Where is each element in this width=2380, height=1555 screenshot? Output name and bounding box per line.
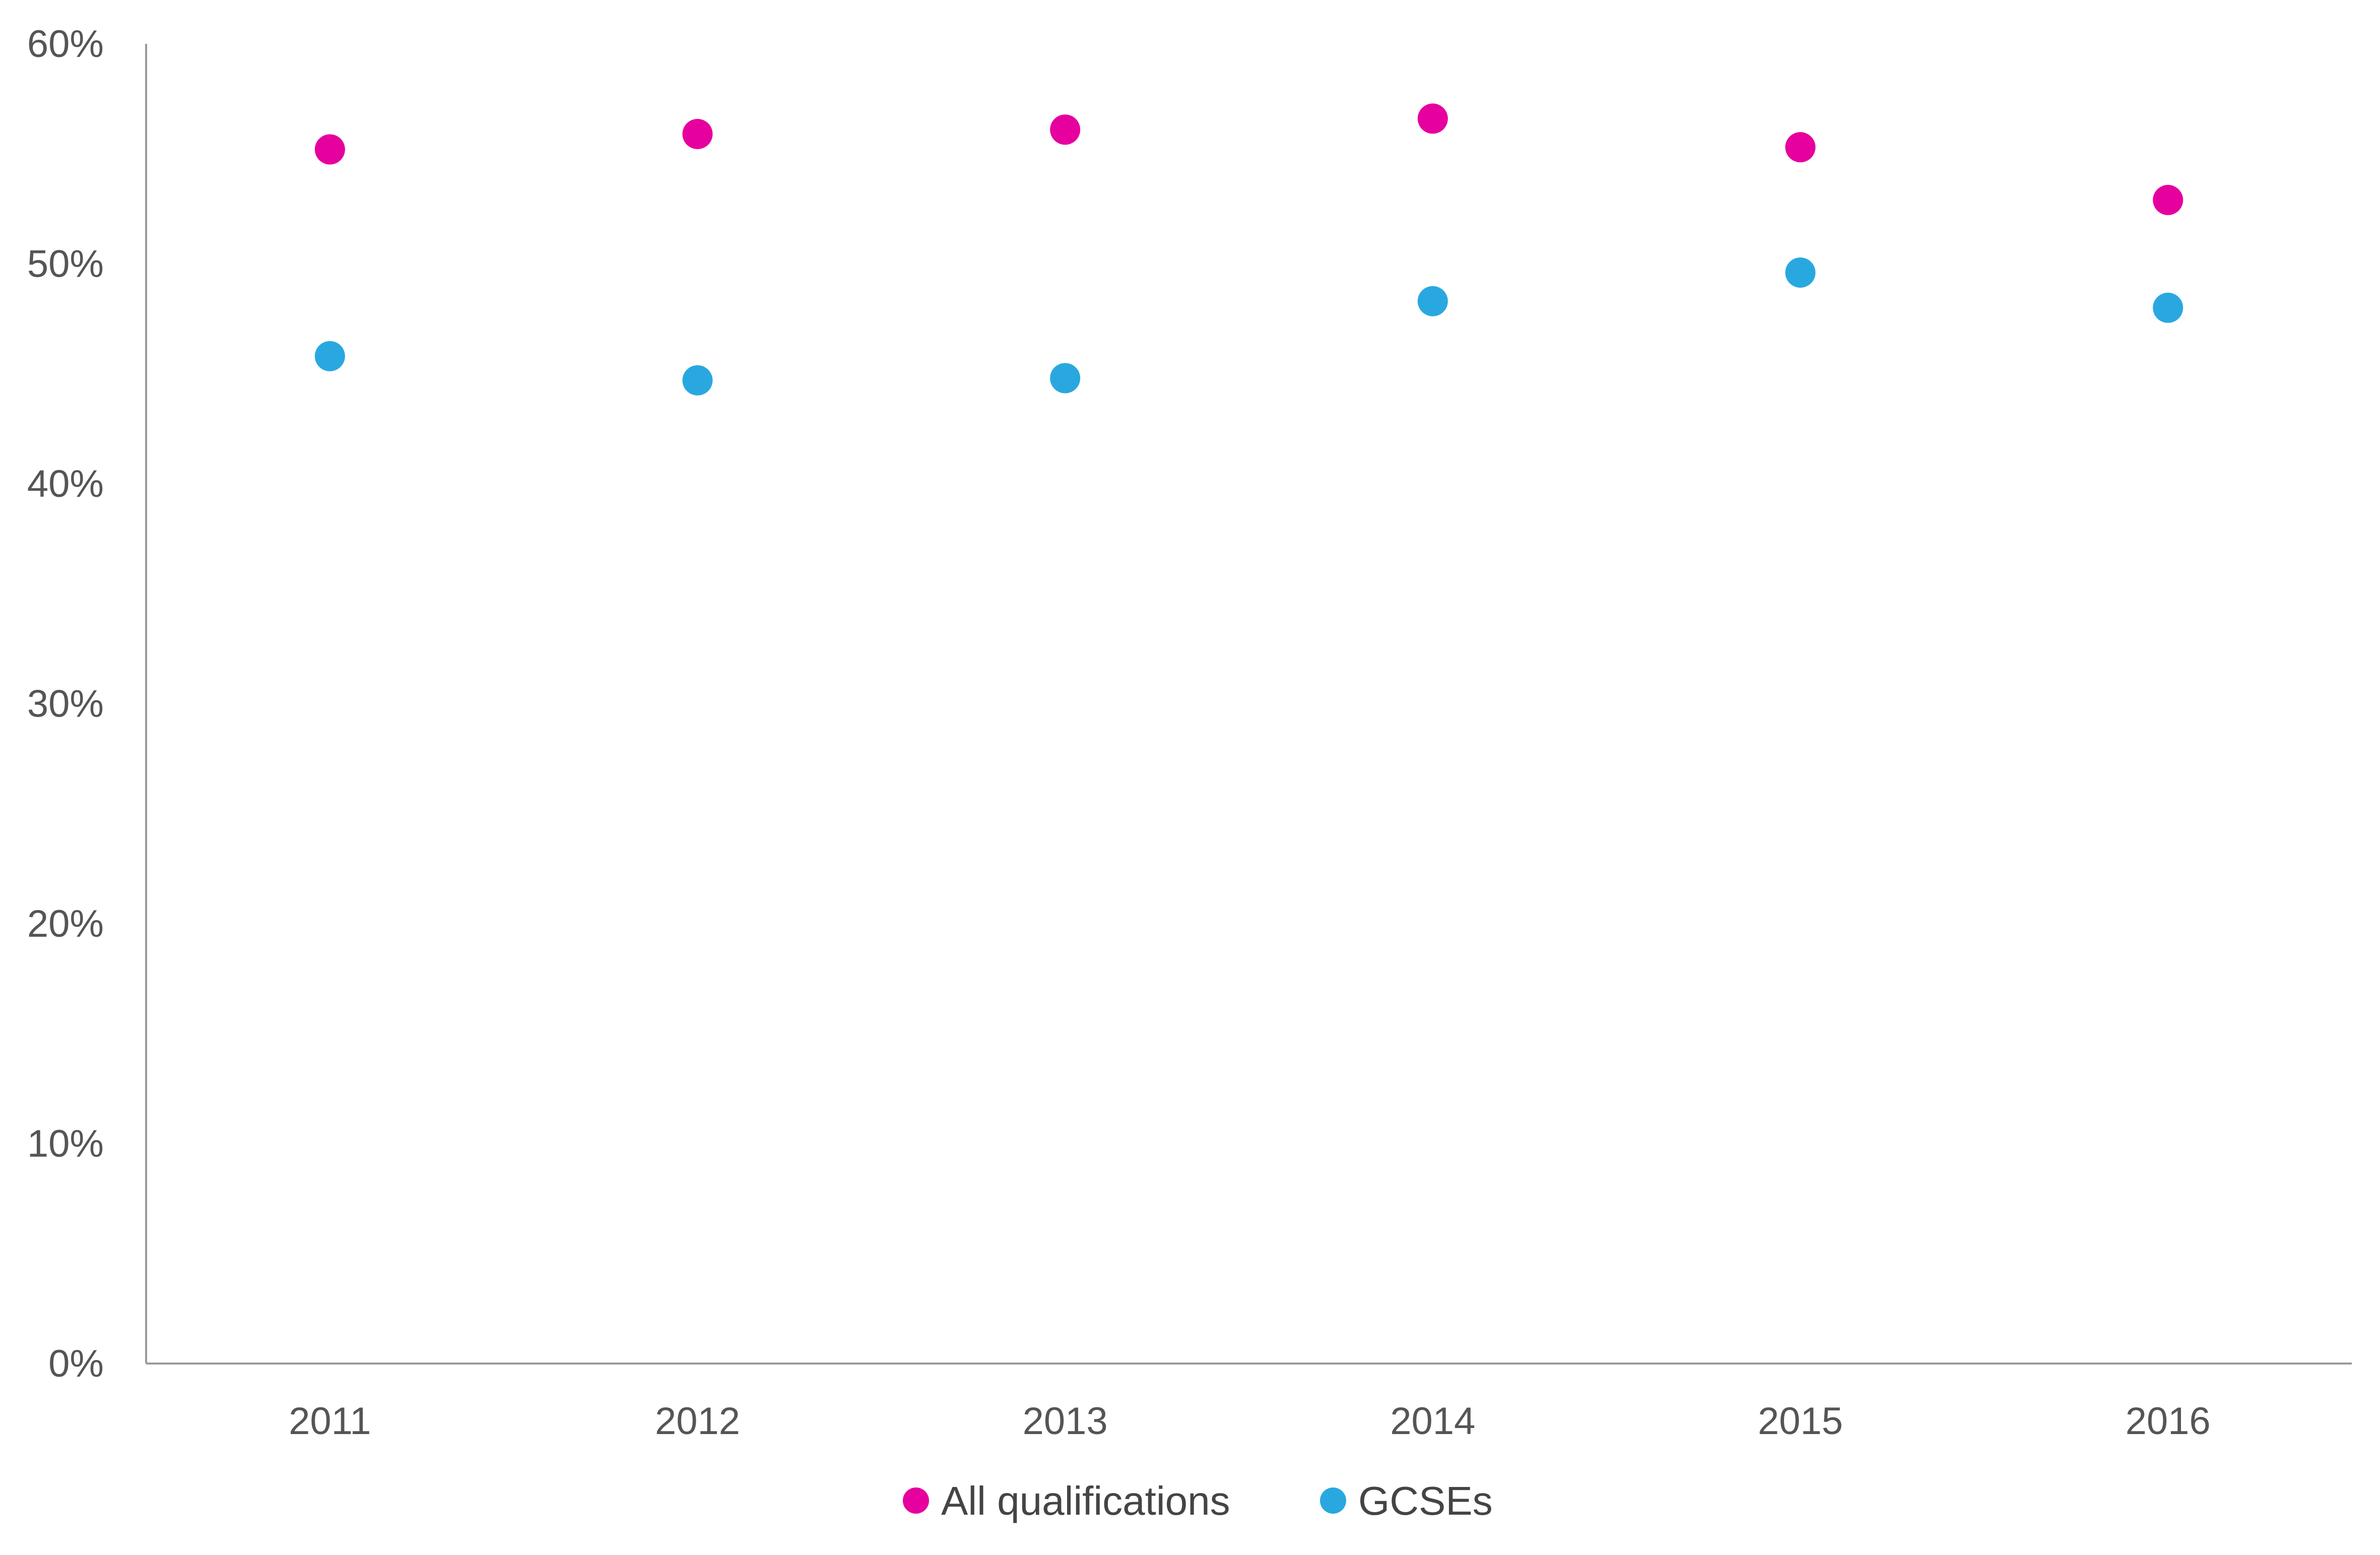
legend-marker <box>903 1487 929 1514</box>
x-tick-label: 2012 <box>655 1400 740 1443</box>
y-axis-ticks: 0% 10% 20% 30% 40% 50% 60% <box>27 23 104 1385</box>
data-point-gcses <box>1417 286 1448 316</box>
data-point-all-qualifications <box>1050 114 1081 145</box>
legend-label: GCSEs <box>1358 1478 1493 1523</box>
data-point-gcses <box>314 341 345 371</box>
x-tick-label: 2011 <box>289 1400 371 1443</box>
x-tick-label: 2015 <box>1758 1400 1843 1443</box>
data-point-all-qualifications <box>682 118 713 149</box>
data-point-all-qualifications <box>314 134 345 165</box>
data-point-all-qualifications <box>2153 184 2184 215</box>
y-tick-label: 50% <box>27 243 104 286</box>
y-tick-label: 0% <box>48 1342 104 1385</box>
y-tick-label: 30% <box>27 683 104 726</box>
legend: All qualifications GCSEs <box>903 1478 1493 1523</box>
data-point-gcses <box>682 365 713 396</box>
legend-marker <box>1320 1487 1346 1514</box>
y-tick-label: 60% <box>27 23 104 66</box>
y-tick-label: 40% <box>27 463 104 505</box>
legend-label: All qualifications <box>941 1478 1230 1523</box>
x-tick-label: 2013 <box>1023 1400 1108 1443</box>
data-point-all-qualifications <box>1417 103 1448 134</box>
x-tick-label: 2016 <box>2126 1400 2211 1443</box>
x-axis-ticks: 2011 2012 2013 2014 2015 2016 <box>289 1400 2211 1443</box>
x-tick-label: 2014 <box>1390 1400 1475 1443</box>
data-point-all-qualifications <box>1785 132 1816 163</box>
data-point-gcses <box>1785 257 1816 288</box>
data-point-gcses <box>2153 292 2184 323</box>
data-point-gcses <box>1050 363 1081 394</box>
data-points <box>314 103 2184 396</box>
y-tick-label: 10% <box>27 1123 104 1165</box>
y-tick-label: 20% <box>27 902 104 945</box>
